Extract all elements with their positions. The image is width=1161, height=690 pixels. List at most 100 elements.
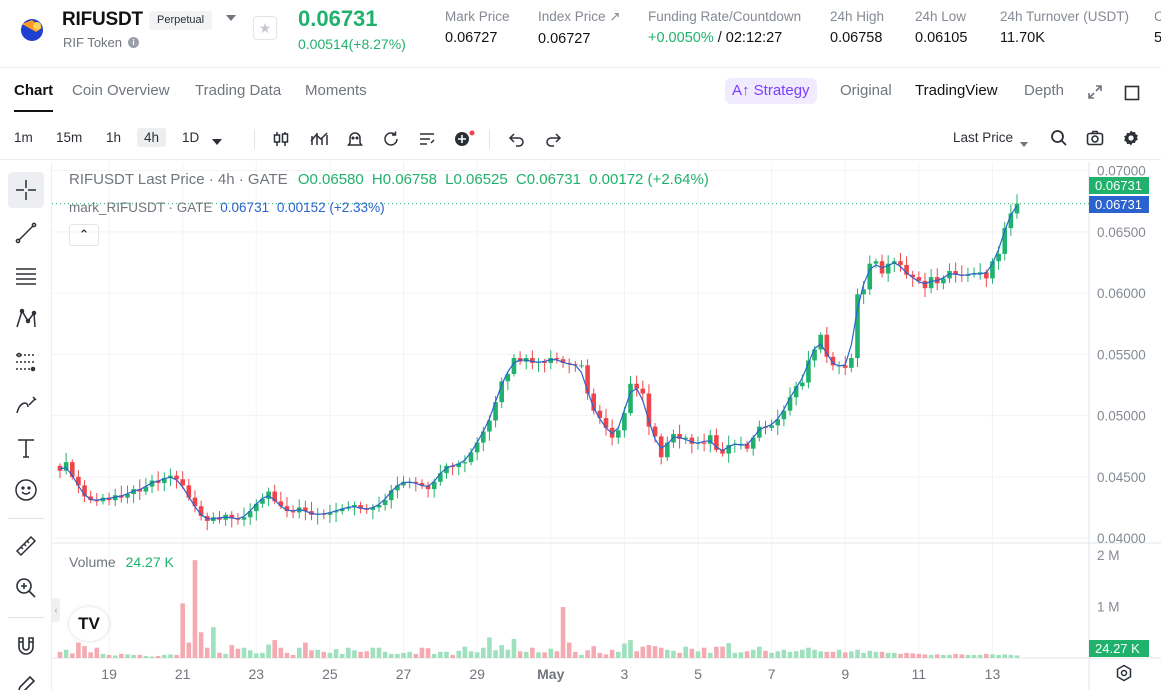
strategy-button[interactable]: A↑ Strategy bbox=[725, 78, 817, 104]
volume-tag: 24.27 K bbox=[1089, 640, 1149, 657]
emoji-icon[interactable] bbox=[8, 472, 44, 508]
mark-legend-value: 0.06731 bbox=[220, 200, 270, 215]
last-price-tag: 0.06731 bbox=[1089, 177, 1149, 194]
candle-body bbox=[793, 386, 799, 398]
candle-type-icon[interactable] bbox=[271, 129, 291, 149]
volume-bar bbox=[333, 649, 339, 658]
tab-coin-overview[interactable]: Coin Overview bbox=[72, 82, 170, 99]
volume-bar bbox=[254, 653, 259, 658]
rif-token-logo-icon bbox=[18, 16, 46, 44]
text-tool-icon[interactable] bbox=[8, 430, 44, 466]
volume-bar bbox=[665, 649, 670, 658]
ruler-icon[interactable] bbox=[8, 528, 44, 564]
candle-body bbox=[388, 490, 394, 501]
interval-4h[interactable]: 4h bbox=[137, 128, 167, 147]
symbol-dropdown-icon[interactable] bbox=[226, 15, 236, 21]
fibonacci-icon[interactable] bbox=[8, 344, 44, 380]
stat-mark-price: Mark Price 0.06727 bbox=[445, 9, 510, 46]
volume-bar bbox=[591, 646, 597, 658]
volume-bar bbox=[554, 651, 560, 658]
indicators-icon[interactable] bbox=[309, 129, 329, 149]
tab-trading-data[interactable]: Trading Data bbox=[195, 82, 282, 99]
candle-body bbox=[867, 263, 873, 290]
candle-body bbox=[738, 443, 744, 445]
candle-body bbox=[849, 358, 854, 368]
x-tick-label: 7 bbox=[768, 666, 776, 682]
tradingview-logo-icon[interactable]: TV bbox=[69, 607, 109, 641]
candle-body bbox=[155, 480, 161, 483]
volume-bar bbox=[303, 642, 308, 658]
candle-body bbox=[965, 274, 971, 276]
x-tick-label: 27 bbox=[396, 666, 412, 682]
zoom-in-icon[interactable] bbox=[8, 570, 44, 606]
settings-gear-icon[interactable] bbox=[1122, 129, 1142, 149]
pattern-tool-icon[interactable] bbox=[8, 301, 44, 337]
candle-body bbox=[358, 505, 363, 509]
interval-1m[interactable]: 1m bbox=[14, 130, 33, 145]
volume-bar bbox=[382, 651, 388, 658]
mark-price-legend: mark_RIFUSDT · GATE 0.06731 0.00152 (+2.… bbox=[69, 200, 385, 215]
scroll-left-handle[interactable]: ‹ bbox=[52, 598, 60, 622]
volume-bar bbox=[358, 651, 363, 658]
candle-body bbox=[658, 436, 664, 458]
price-type-select[interactable]: Last Price bbox=[953, 130, 1014, 145]
price-change: 0.00514(+8.27%) bbox=[298, 36, 406, 52]
interval-15m[interactable]: 15m bbox=[56, 130, 83, 145]
view-original[interactable]: Original bbox=[840, 82, 892, 99]
crosshair-icon[interactable] bbox=[8, 172, 44, 208]
y-tick-label: 0.05000 bbox=[1097, 409, 1146, 424]
view-tradingview[interactable]: TradingView bbox=[915, 82, 998, 99]
info-icon[interactable]: i bbox=[128, 37, 139, 48]
search-icon[interactable] bbox=[1050, 129, 1070, 149]
template-list-icon[interactable] bbox=[417, 129, 437, 149]
horizontal-lines-icon[interactable] bbox=[8, 258, 44, 294]
magnet-icon[interactable] bbox=[8, 628, 44, 664]
camera-icon[interactable] bbox=[1086, 129, 1106, 149]
redo-icon[interactable] bbox=[543, 129, 563, 149]
window-icon[interactable] bbox=[1124, 85, 1140, 106]
undo-icon[interactable] bbox=[507, 129, 527, 149]
volume-bar bbox=[628, 639, 633, 658]
tab-moments[interactable]: Moments bbox=[305, 82, 367, 99]
view-depth[interactable]: Depth bbox=[1024, 82, 1065, 99]
candle-body bbox=[125, 493, 130, 498]
candle-body bbox=[873, 261, 879, 264]
candlestick-chart-canvas[interactable]: 0.07000 0.06500 0.06000 0.05500 0.05000 0.045… bbox=[52, 162, 1161, 690]
volume-bar bbox=[505, 649, 511, 658]
volume-bar bbox=[671, 650, 676, 658]
add-indicator-icon[interactable] bbox=[453, 129, 475, 149]
volume-bar bbox=[346, 647, 351, 658]
candle-body bbox=[419, 482, 425, 486]
volume-bar bbox=[603, 654, 609, 658]
collapse-legend-button[interactable]: ⌃ bbox=[69, 224, 99, 246]
candle-body bbox=[474, 442, 480, 453]
candle-body bbox=[548, 358, 554, 363]
interval-1d[interactable]: 1D bbox=[182, 130, 200, 145]
candle-body bbox=[487, 420, 492, 432]
interval-dropdown-icon[interactable] bbox=[212, 134, 232, 154]
stat-index-price[interactable]: Index Price ↗ 0.06727 bbox=[538, 9, 621, 47]
volume-bar bbox=[965, 654, 971, 658]
token-name: RIF Token bbox=[63, 35, 123, 50]
ticker-header: RIFUSDT Perpetual RIF Token i ★ 0.06731 … bbox=[0, 0, 1161, 68]
symbol-title[interactable]: RIFUSDT bbox=[62, 9, 143, 30]
refresh-icon[interactable] bbox=[381, 129, 401, 149]
interval-1h[interactable]: 1h bbox=[106, 130, 122, 145]
pencil-icon[interactable] bbox=[8, 667, 44, 690]
trend-line-icon[interactable] bbox=[8, 215, 44, 251]
brush-icon[interactable] bbox=[8, 387, 44, 423]
price-type-dropdown-icon[interactable] bbox=[1020, 135, 1040, 155]
volume-bar bbox=[849, 651, 854, 658]
toolbar-divider bbox=[254, 129, 255, 149]
favorite-star-icon[interactable]: ★ bbox=[253, 16, 277, 40]
y-tick-label: 0.06000 bbox=[1097, 286, 1146, 301]
alert-bell-icon[interactable] bbox=[345, 129, 365, 149]
expand-icon[interactable] bbox=[1086, 83, 1104, 106]
volume-bar bbox=[1014, 655, 1020, 658]
volume-bar bbox=[873, 651, 879, 658]
x-tick-label: 23 bbox=[249, 666, 265, 682]
volume-bar bbox=[112, 655, 118, 658]
candle-body bbox=[192, 497, 198, 507]
tab-chart[interactable]: Chart bbox=[14, 82, 54, 99]
price-chart[interactable]: 0.07000 0.06500 0.06000 0.05500 0.05000 0.045… bbox=[52, 162, 1161, 690]
